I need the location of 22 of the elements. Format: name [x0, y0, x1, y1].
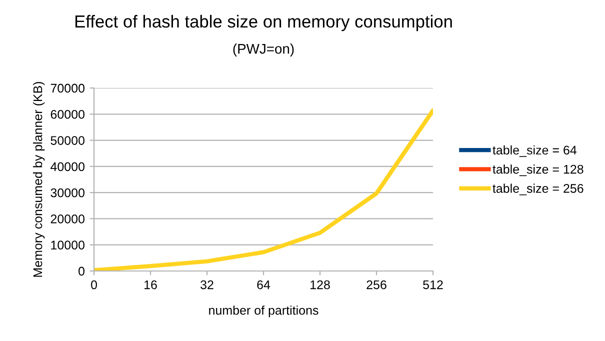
chart-title: Effect of hash table size on memory consumption: [75, 14, 452, 32]
y-tick-label: 20000: [50, 214, 84, 224]
x-tick-label: 64: [257, 280, 270, 290]
chart-subtitle: (PWJ=on): [233, 44, 294, 56]
legend-label: table_size = 256: [492, 184, 584, 196]
x-tick-label: 256: [366, 280, 386, 290]
x-tick-label: 16: [144, 280, 157, 290]
y-tick-label: 60000: [50, 110, 84, 119]
y-tick-label: 70000: [50, 84, 84, 93]
y-tick-label: 50000: [50, 136, 84, 145]
y-tick-label: 0: [78, 266, 84, 276]
x-axis-title: number of partitions: [209, 306, 318, 318]
x-tick-label: 0: [91, 280, 97, 290]
x-tick-label: 128: [310, 280, 330, 290]
y-tick-label: 40000: [50, 162, 84, 172]
x-tick-label: 512: [423, 280, 443, 290]
y-tick-label: 10000: [51, 240, 84, 250]
y-tick-label: 30000: [50, 188, 84, 198]
y-axis-title: Memory consumed by planner (KB): [33, 82, 45, 277]
x-tick-label: 32: [200, 280, 214, 290]
legend-label: table_size = 64: [492, 145, 577, 157]
legend-label: table_size = 128: [492, 164, 584, 176]
